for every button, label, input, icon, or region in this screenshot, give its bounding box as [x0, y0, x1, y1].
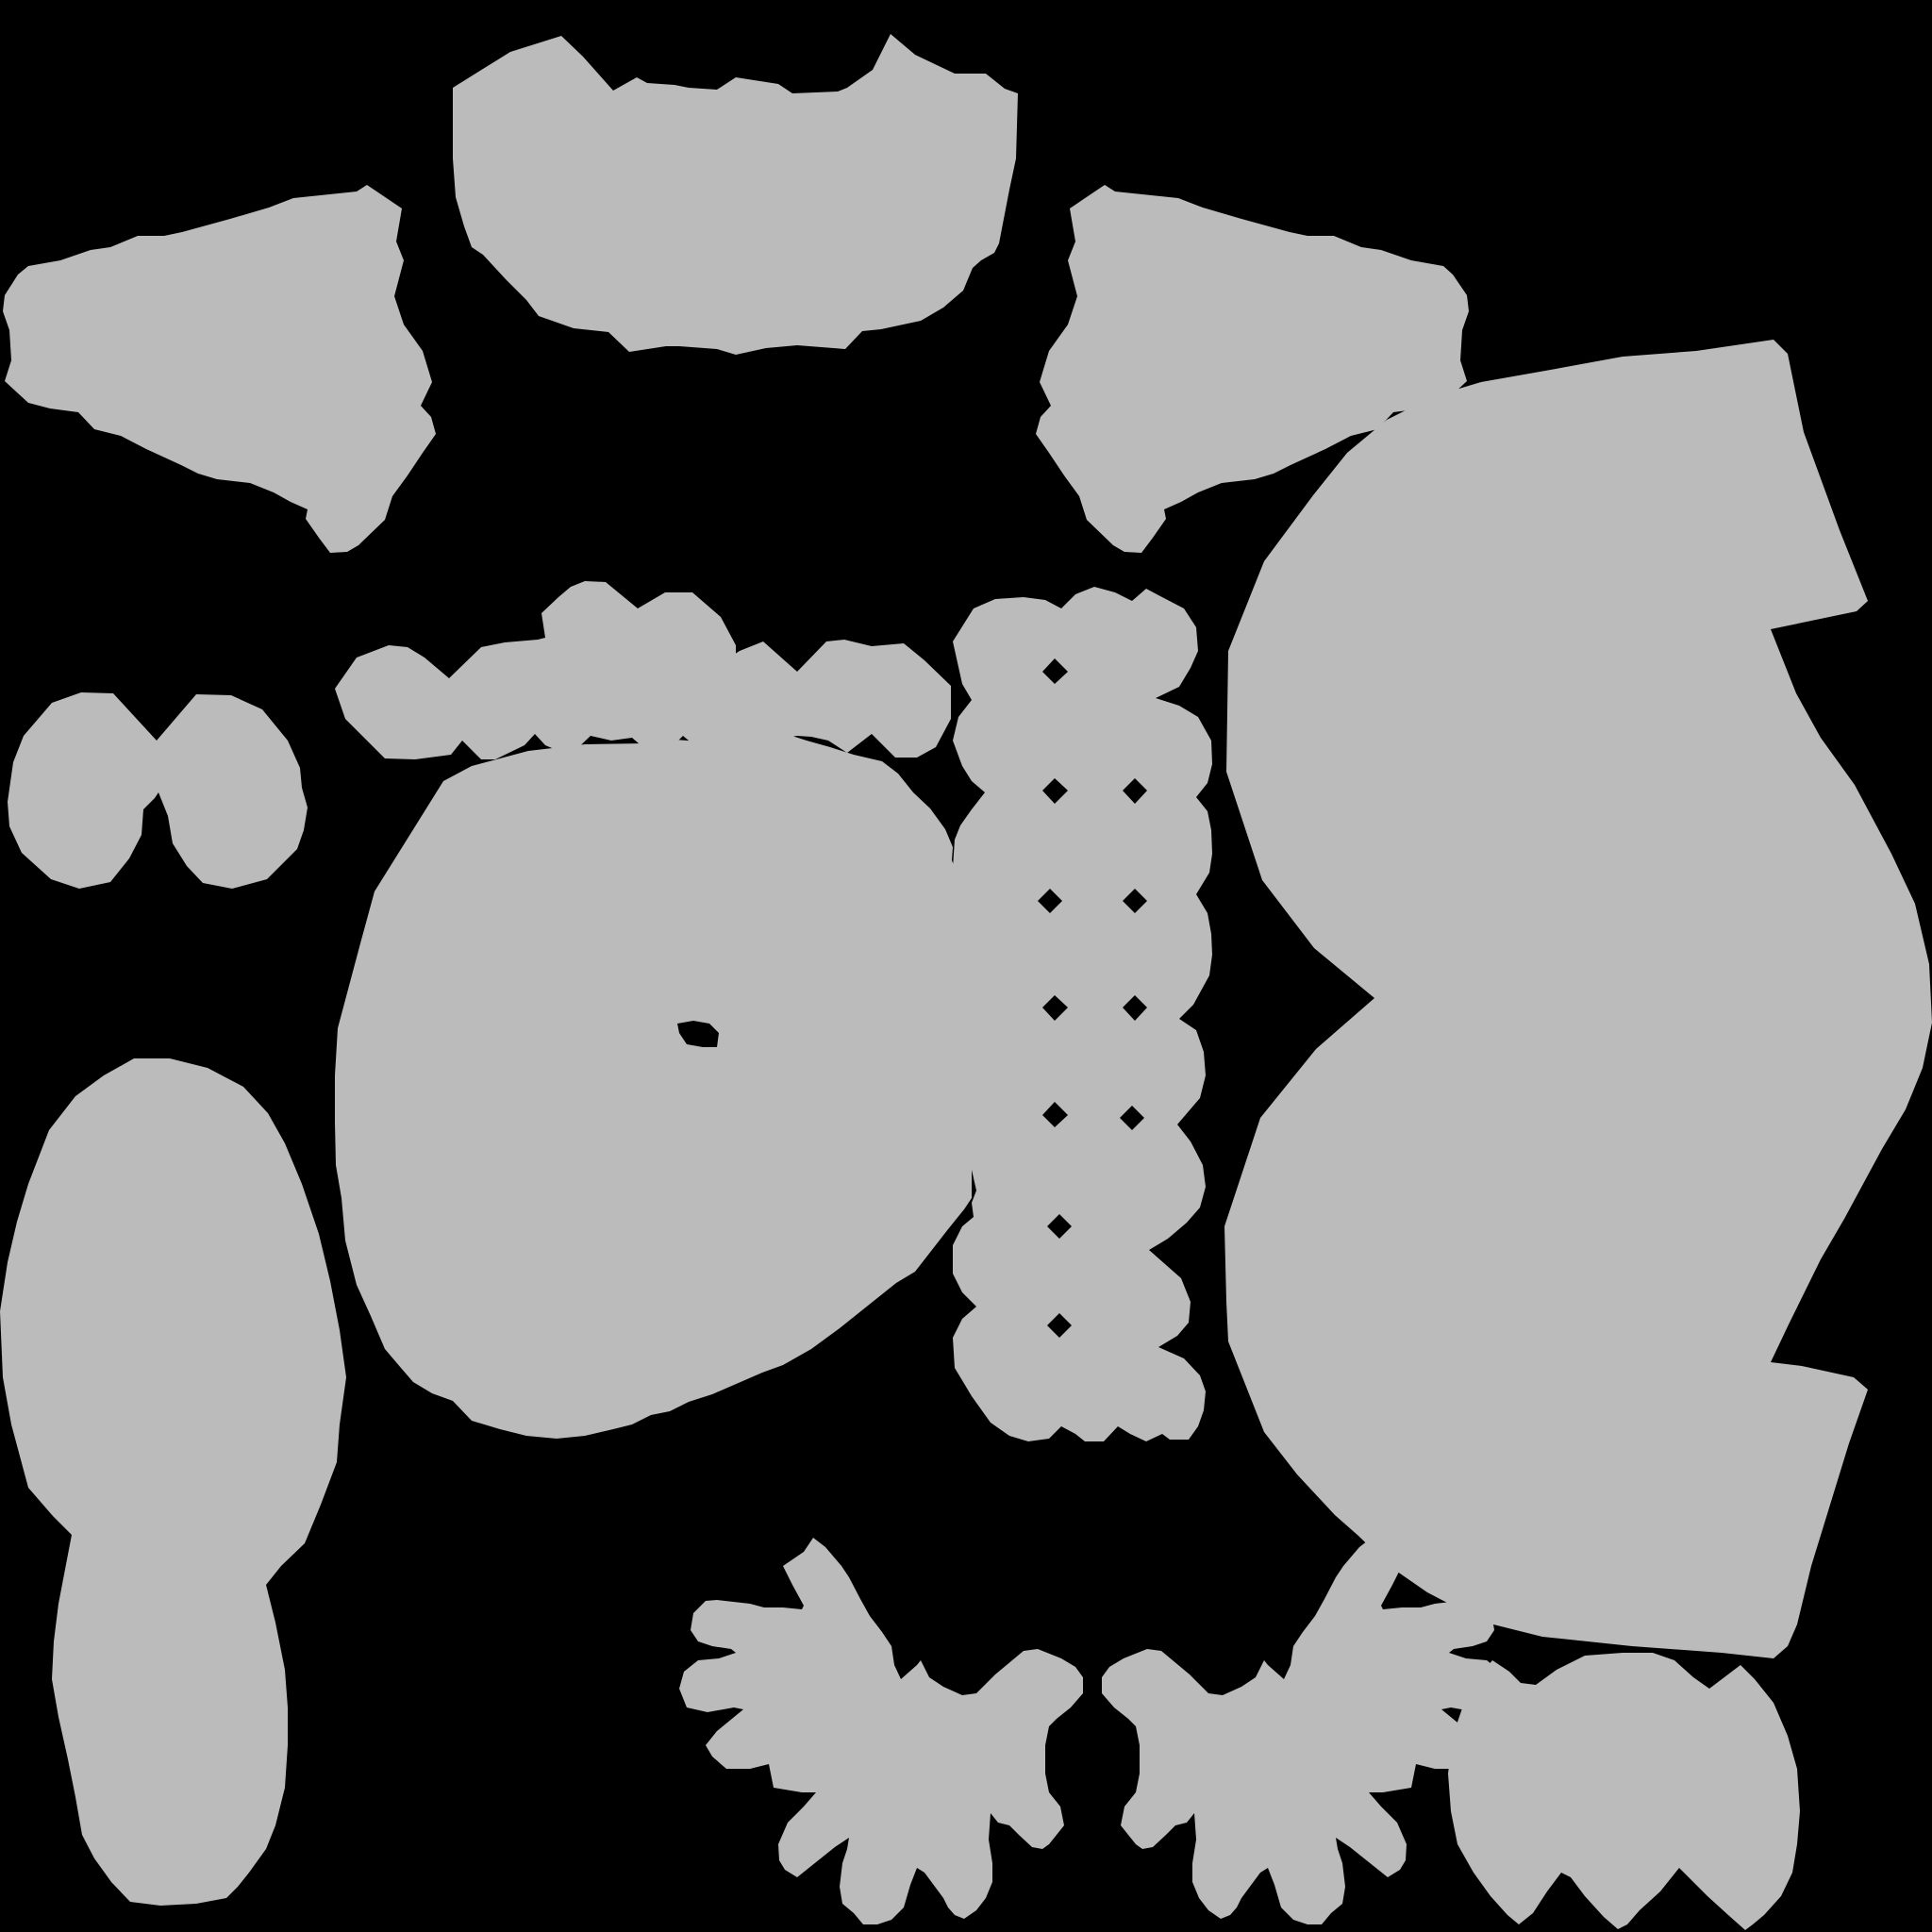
vertebra-hole-9	[1120, 1106, 1144, 1130]
vertebra-hole-7	[1123, 995, 1147, 1021]
face-cutout-hole	[677, 1021, 719, 1047]
foot-sole-island	[1448, 1653, 1800, 1930]
vertebra-hole-5	[1123, 889, 1147, 913]
spine-segments-island	[335, 581, 951, 759]
vertebra-hole-2	[1042, 778, 1068, 804]
left-hand-island	[679, 1538, 1083, 1924]
vertebra-hole-1	[1042, 658, 1068, 684]
torso-back-island	[1224, 340, 1932, 1658]
face-front-island	[335, 733, 985, 1439]
left-upper-arm-island	[3, 185, 436, 553]
right-hand-island	[1102, 1538, 1506, 1924]
vertebra-hole-3	[1123, 778, 1147, 804]
vertebrae-column-island	[953, 587, 1212, 1441]
vertebrae-holes	[1038, 658, 1147, 1338]
vertebra-hole-8	[1042, 1102, 1068, 1127]
leg-island	[0, 1058, 346, 1906]
right-upper-arm-island	[1036, 185, 1469, 553]
vertebra-hole-10	[1047, 1214, 1072, 1239]
vertebra-hole-11	[1047, 1313, 1072, 1338]
vertebra-hole-6	[1042, 995, 1068, 1021]
head-top-island	[453, 34, 1018, 355]
ears-pair-island	[8, 692, 308, 889]
vertebra-hole-4	[1038, 889, 1062, 913]
